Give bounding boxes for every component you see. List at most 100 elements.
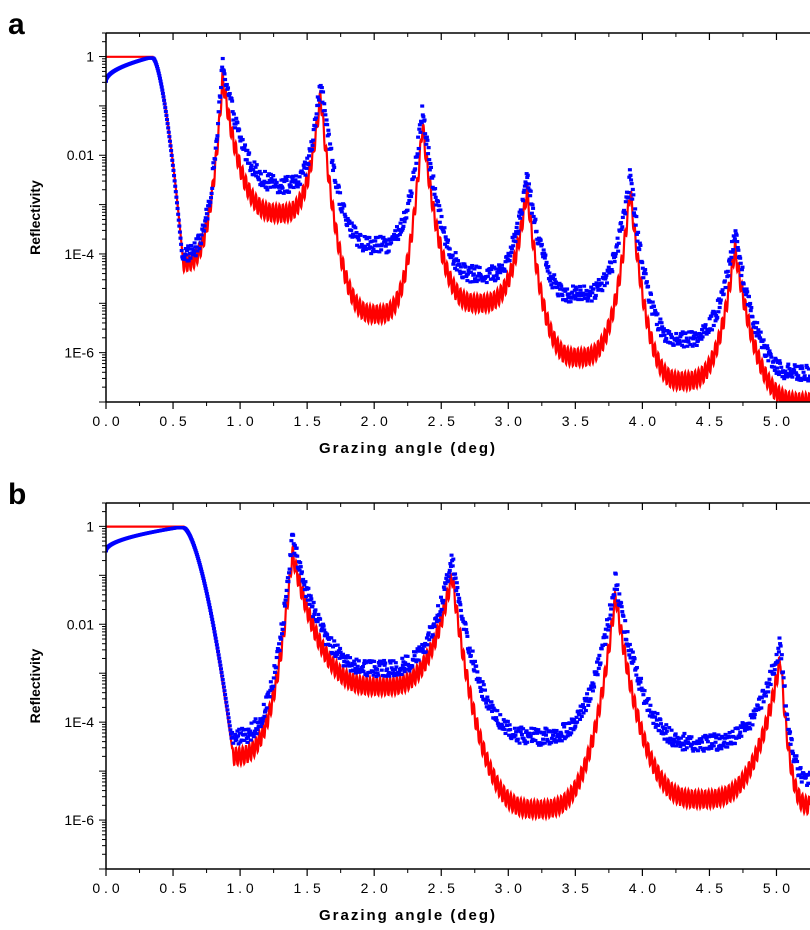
data-point xyxy=(375,235,380,240)
data-point xyxy=(731,735,736,739)
data-point xyxy=(356,659,361,663)
data-point xyxy=(178,236,183,240)
data-point xyxy=(404,667,409,671)
data-point xyxy=(787,367,792,371)
data-point xyxy=(769,355,774,359)
data-point xyxy=(265,692,270,696)
data-point xyxy=(416,658,421,662)
data-point xyxy=(735,239,740,244)
data-point xyxy=(524,181,529,186)
data-point xyxy=(634,666,639,670)
data-point xyxy=(495,721,500,725)
data-point xyxy=(712,734,717,738)
data-point xyxy=(267,695,272,699)
data-point xyxy=(522,184,527,188)
data-point xyxy=(372,244,377,248)
data-point xyxy=(459,614,464,618)
data-point xyxy=(591,287,596,291)
data-point xyxy=(366,247,371,251)
data-point xyxy=(707,328,712,333)
data-point xyxy=(171,168,176,173)
data-point xyxy=(609,268,614,272)
data-point xyxy=(772,368,777,372)
data-point xyxy=(595,673,600,677)
data-point xyxy=(650,312,655,316)
data-point xyxy=(207,204,212,208)
data-point xyxy=(786,362,791,366)
data-point xyxy=(187,247,192,251)
data-point xyxy=(230,730,235,735)
data-point xyxy=(727,735,732,739)
data-point xyxy=(280,632,284,636)
data-point xyxy=(586,296,591,300)
data-point xyxy=(392,671,397,675)
data-point xyxy=(392,674,397,678)
data-point xyxy=(226,86,231,90)
data-point xyxy=(599,281,604,285)
data-point xyxy=(436,604,441,608)
data-point xyxy=(212,630,217,634)
data-point xyxy=(739,725,744,730)
data-point xyxy=(781,676,786,680)
data-point xyxy=(340,656,345,660)
data-point xyxy=(446,579,451,583)
data-point xyxy=(668,736,673,740)
data-point xyxy=(154,63,159,67)
data-point xyxy=(211,627,216,631)
data-point xyxy=(707,735,712,739)
data-point xyxy=(519,725,524,729)
data-point xyxy=(673,732,678,736)
data-point xyxy=(253,729,258,733)
data-point xyxy=(456,259,460,263)
data-point xyxy=(644,280,649,284)
data-point xyxy=(487,704,492,708)
data-point xyxy=(246,727,251,731)
data-point xyxy=(479,688,484,692)
data-point xyxy=(249,721,254,725)
data-point xyxy=(772,668,777,672)
data-point xyxy=(240,137,245,142)
data-point xyxy=(194,552,199,557)
data-point xyxy=(731,248,736,252)
data-point xyxy=(292,551,297,555)
x-tick-label: 3 . 0 xyxy=(495,880,522,896)
data-point xyxy=(563,289,568,293)
data-point xyxy=(678,744,683,748)
data-point xyxy=(414,155,419,159)
data-point xyxy=(558,287,563,291)
data-point xyxy=(284,588,289,593)
data-point xyxy=(581,711,586,715)
data-point xyxy=(400,226,405,230)
data-point xyxy=(466,268,471,273)
data-point xyxy=(592,685,597,689)
y-tick-label: 1 xyxy=(86,518,94,534)
data-point xyxy=(576,297,581,302)
data-point xyxy=(470,280,475,284)
data-point xyxy=(740,265,745,269)
data-point xyxy=(604,273,609,277)
data-point xyxy=(202,581,207,585)
data-point xyxy=(325,134,330,138)
data-point xyxy=(639,686,644,690)
data-point xyxy=(697,741,702,745)
data-point xyxy=(301,171,306,175)
data-point xyxy=(217,656,222,660)
data-point xyxy=(728,740,733,744)
data-point xyxy=(791,760,796,764)
data-point xyxy=(255,170,260,174)
data-point xyxy=(343,214,348,219)
data-point xyxy=(664,723,669,727)
data-point xyxy=(230,110,235,114)
data-point xyxy=(271,684,276,688)
data-point xyxy=(284,594,289,599)
data-point xyxy=(305,156,310,160)
data-point xyxy=(735,727,740,731)
data-point xyxy=(447,568,452,572)
data-point xyxy=(571,728,576,732)
data-point xyxy=(546,264,551,269)
data-point xyxy=(182,255,187,259)
data-point xyxy=(593,296,598,300)
data-point xyxy=(238,740,243,744)
data-point xyxy=(270,687,275,691)
data-point xyxy=(410,177,415,181)
